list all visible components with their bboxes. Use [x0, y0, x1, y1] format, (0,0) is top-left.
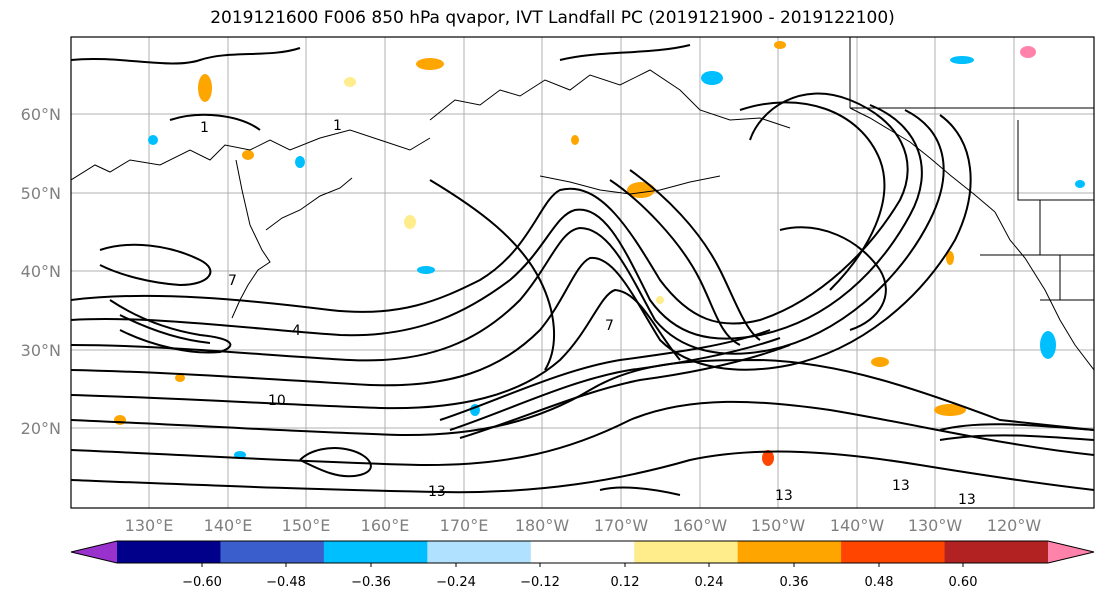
- colorbar-segment: [841, 541, 946, 563]
- colorbar-tick-label: 0.12: [611, 575, 640, 590]
- colorbar-tick-label: −0.60: [182, 575, 222, 590]
- colorbar-segment: [944, 541, 1049, 563]
- colorbar-segment: [1048, 541, 1094, 563]
- colorbar-segment: [71, 541, 117, 563]
- colorbar-outline: [70, 540, 1095, 564]
- lon-label: 140°E: [204, 516, 253, 535]
- lon-label: 180°W: [515, 516, 570, 535]
- latitude-labels: 60°N 50°N 40°N 30°N 20°N: [21, 105, 61, 438]
- lat-label: 40°N: [21, 262, 61, 281]
- lon-label: 160°E: [361, 516, 410, 535]
- lon-label: 130°E: [125, 516, 174, 535]
- contour-labels: 1 1 4 7 7 10 13 13 13 13: [200, 118, 976, 508]
- contour-label: 1: [333, 118, 342, 134]
- colorbar-segment: [323, 541, 428, 563]
- lat-label: 30°N: [21, 341, 61, 360]
- map-title: 2019121600 F006 850 hPa qvapor, IVT Land…: [210, 8, 895, 28]
- colorbar-tick-label: 0.24: [695, 575, 724, 590]
- colorbar: −0.60 −0.48 −0.36 −0.24 −0.12 0.12 0.24 …: [70, 540, 1095, 590]
- lon-label: 140°W: [830, 516, 885, 535]
- contour-label: 13: [892, 478, 910, 494]
- graticule: [71, 37, 1094, 508]
- longitude-labels: 130°E 140°E 150°E 160°E 170°E 180°W 170°…: [125, 516, 1042, 535]
- colorbar-segment: [427, 541, 532, 563]
- contour-label: 4: [292, 323, 301, 339]
- colorbar-segment: [220, 541, 325, 563]
- colorbar-segment: [530, 541, 635, 563]
- lon-label: 150°E: [282, 516, 331, 535]
- coastlines: [71, 37, 1094, 371]
- colorbar-segment: [117, 541, 221, 563]
- lat-label: 50°N: [21, 184, 61, 203]
- colorbar-tick-label: 0.36: [780, 575, 809, 590]
- lon-label: 120°W: [987, 516, 1042, 535]
- lon-label: 170°E: [440, 516, 489, 535]
- colorbar-segment: [634, 541, 739, 563]
- contour-label: 13: [958, 492, 976, 508]
- lon-label: 160°W: [673, 516, 728, 535]
- map-panel: 1 1 4 7 7 10 13 13 13 13: [70, 36, 1095, 509]
- colorbar-segment: [737, 541, 842, 563]
- lon-label: 130°W: [908, 516, 963, 535]
- ivt-contours: [71, 44, 1094, 496]
- lon-label: 150°W: [751, 516, 806, 535]
- anomaly-shading: [114, 41, 1085, 466]
- contour-label: 7: [228, 273, 237, 289]
- contour-label: 7: [605, 318, 614, 334]
- map-frame: [70, 36, 1095, 509]
- lat-label: 60°N: [21, 105, 61, 124]
- colorbar-tick-label: 0.60: [949, 575, 978, 590]
- colorbar-tick-label: −0.36: [351, 575, 391, 590]
- contour-label: 13: [775, 488, 793, 504]
- lon-label: 170°W: [594, 516, 649, 535]
- colorbar-tick-label: −0.48: [266, 575, 306, 590]
- colorbar-tick-labels: −0.60 −0.48 −0.36 −0.24 −0.12 0.12 0.24 …: [182, 575, 977, 590]
- colorbar-tick-label: 0.48: [865, 575, 894, 590]
- contour-label: 13: [428, 484, 446, 500]
- colorbar-tick-label: −0.12: [520, 575, 560, 590]
- contour-label: 1: [200, 120, 209, 136]
- contour-label: 10: [268, 393, 286, 409]
- colorbar-tick-label: −0.24: [436, 575, 476, 590]
- lat-label: 20°N: [21, 419, 61, 438]
